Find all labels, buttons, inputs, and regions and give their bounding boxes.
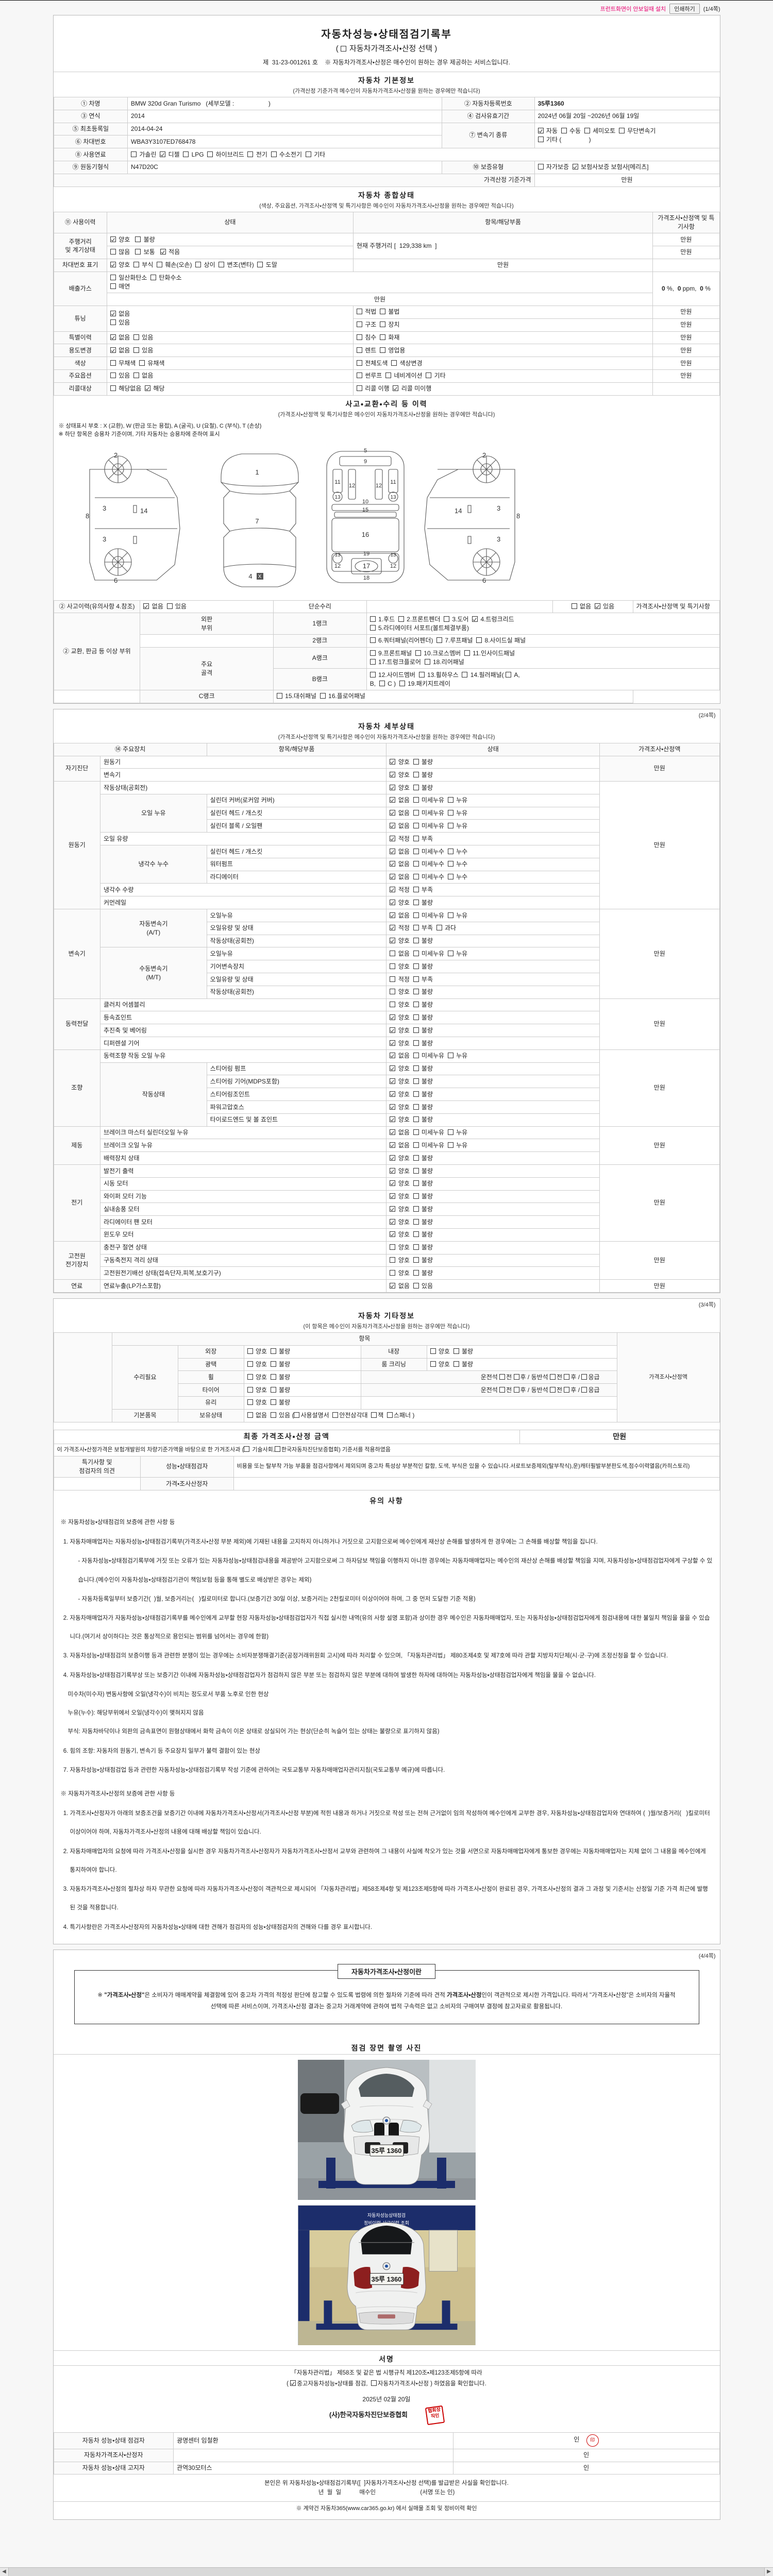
svg-text:17: 17: [362, 562, 369, 570]
svg-text:1: 1: [255, 468, 259, 476]
svg-text:8: 8: [86, 512, 89, 520]
svg-text:9: 9: [363, 459, 366, 465]
svg-text:18: 18: [363, 575, 369, 581]
svg-text:5: 5: [363, 448, 366, 454]
svg-text:3: 3: [103, 504, 106, 512]
svg-text:12: 12: [334, 563, 340, 569]
svg-text:11: 11: [334, 479, 340, 485]
svg-text:2: 2: [482, 451, 486, 459]
svg-text:13: 13: [334, 552, 341, 558]
svg-text:자동차성능상태점검: 자동차성능상태점검: [367, 2212, 405, 2218]
svg-text:8: 8: [516, 512, 520, 520]
svg-text:3: 3: [103, 535, 106, 543]
svg-text:4: 4: [248, 572, 252, 580]
svg-text:35루 1360: 35루 1360: [371, 2276, 401, 2283]
svg-text:13: 13: [390, 552, 396, 558]
svg-text:35루 1360: 35루 1360: [371, 2147, 401, 2155]
svg-text:13: 13: [390, 495, 396, 500]
svg-text:14: 14: [455, 507, 462, 515]
svg-text:11: 11: [390, 479, 396, 485]
svg-text:12: 12: [390, 563, 396, 569]
svg-text:16: 16: [361, 531, 368, 538]
svg-text:3: 3: [497, 504, 500, 512]
svg-text:14: 14: [140, 507, 147, 515]
svg-text:6: 6: [114, 577, 117, 584]
svg-text:2: 2: [114, 451, 117, 459]
svg-text:6: 6: [482, 577, 486, 584]
svg-text:10: 10: [362, 499, 368, 505]
svg-text:12: 12: [375, 483, 381, 489]
svg-text:12: 12: [348, 483, 355, 489]
svg-text:15: 15: [362, 507, 368, 513]
svg-text:3: 3: [497, 535, 500, 543]
svg-text:19: 19: [363, 551, 369, 557]
svg-text:X: X: [258, 574, 261, 580]
svg-text:7: 7: [255, 517, 259, 525]
svg-text:13: 13: [334, 495, 341, 500]
